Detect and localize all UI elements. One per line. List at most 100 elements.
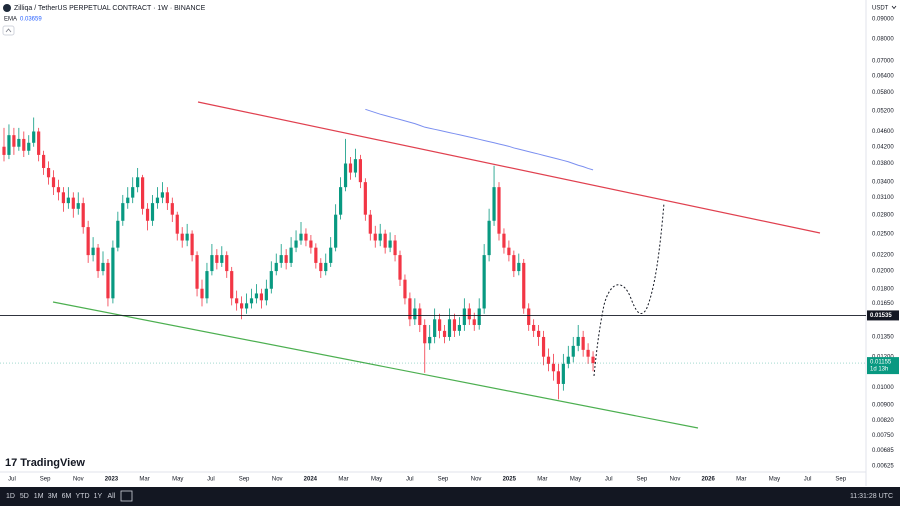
candle-body bbox=[408, 298, 412, 320]
indicator-value[interactable]: 0.03659 bbox=[20, 17, 42, 23]
x-tick-label: Jul bbox=[8, 477, 16, 483]
level-badge bbox=[867, 310, 899, 321]
candle-body bbox=[497, 187, 501, 234]
candle-body bbox=[96, 247, 100, 272]
brand-logo: 17 TradingView bbox=[5, 457, 85, 469]
candle-body bbox=[348, 163, 353, 173]
x-tick-label: Nov bbox=[272, 477, 283, 483]
candle-body bbox=[56, 187, 61, 193]
x-tick-label: 2026 bbox=[701, 477, 715, 483]
candle-body bbox=[71, 197, 75, 209]
candle-body bbox=[279, 255, 283, 263]
y-tick-label: 0.01350 bbox=[872, 335, 894, 341]
candle-body bbox=[358, 159, 362, 183]
candle-body bbox=[571, 345, 575, 357]
currency-dropdown bbox=[891, 5, 897, 10]
candle-body bbox=[230, 271, 234, 299]
x-tick-label: Sep bbox=[637, 477, 648, 483]
y-tick-label: 0.03400 bbox=[872, 180, 894, 186]
ema-line bbox=[365, 108, 594, 171]
candle-body bbox=[22, 138, 26, 151]
y-tick-label: 0.09000 bbox=[872, 17, 894, 23]
x-tick-label: 2024 bbox=[304, 477, 318, 483]
candle-body bbox=[472, 319, 476, 325]
candle-body bbox=[190, 233, 194, 256]
candle-body bbox=[244, 303, 249, 309]
timeframe-group: 1D 5D 1M 3M 6M YTD 1Y All bbox=[6, 493, 116, 500]
date-range-button[interactable] bbox=[120, 490, 133, 502]
candle-body bbox=[76, 203, 80, 209]
collapse-icon bbox=[5, 28, 12, 33]
candle-body bbox=[264, 288, 268, 301]
x-tick-label: Mar bbox=[537, 477, 547, 483]
timeframe-button[interactable]: YTD bbox=[76, 493, 90, 500]
x-tick-label: Jul bbox=[406, 477, 414, 483]
candle-body bbox=[299, 233, 303, 241]
candle-body bbox=[7, 135, 11, 155]
candle-body bbox=[556, 371, 560, 384]
candle-body bbox=[91, 247, 95, 256]
timeframe-button[interactable]: 5D bbox=[20, 493, 29, 500]
collapse-button[interactable] bbox=[2, 25, 15, 36]
x-tick-label: Sep bbox=[40, 477, 51, 483]
candle-body bbox=[37, 131, 41, 155]
candle-body bbox=[185, 233, 189, 241]
candle-body bbox=[566, 356, 570, 364]
candle-body bbox=[205, 271, 209, 299]
candle-body bbox=[393, 240, 397, 256]
candle-body bbox=[136, 177, 140, 188]
timeframe-button[interactable]: 3M bbox=[48, 493, 58, 500]
y-tick-label: 0.08000 bbox=[872, 36, 894, 42]
candle-body bbox=[403, 279, 407, 299]
candle-body bbox=[81, 203, 85, 228]
y-tick-label: 0.00625 bbox=[872, 464, 894, 470]
candle-body bbox=[175, 214, 179, 234]
timeframe-button[interactable]: 1M bbox=[34, 493, 44, 500]
candle-body bbox=[210, 255, 214, 272]
candle-body bbox=[195, 255, 199, 289]
projection-path bbox=[593, 202, 665, 377]
bottom-toolbar bbox=[0, 487, 900, 506]
candle-body bbox=[457, 324, 461, 331]
candle-body bbox=[111, 247, 115, 299]
x-tick-label: Sep bbox=[239, 477, 250, 483]
timeframe-button[interactable]: 1Y bbox=[94, 493, 103, 500]
y-tick-label: 0.05200 bbox=[872, 109, 894, 115]
currency-label[interactable]: USDT bbox=[872, 6, 889, 12]
y-tick-label: 0.01650 bbox=[872, 301, 894, 307]
x-tick-label: Mar bbox=[139, 477, 149, 483]
candle-body bbox=[240, 303, 244, 309]
candle-body bbox=[452, 319, 457, 331]
candle-body bbox=[116, 220, 120, 248]
candle-body bbox=[378, 233, 382, 241]
candle-body bbox=[586, 349, 590, 357]
candle-body bbox=[334, 214, 338, 248]
candle-body bbox=[561, 363, 565, 384]
candle-body bbox=[249, 298, 254, 304]
candle-body bbox=[413, 308, 417, 320]
x-tick-label: Nov bbox=[471, 477, 482, 483]
brand-name: TradingView bbox=[20, 457, 85, 469]
candle-body bbox=[304, 233, 308, 241]
candle-body bbox=[170, 203, 174, 215]
y-tick-label: 0.01000 bbox=[872, 385, 894, 391]
candle-body bbox=[576, 336, 580, 346]
candle-body bbox=[42, 154, 46, 168]
candle-body bbox=[324, 262, 328, 272]
y-tick-label: 0.06400 bbox=[872, 74, 894, 80]
candle-body bbox=[61, 192, 65, 204]
candle-body bbox=[363, 182, 367, 215]
candle-body bbox=[398, 255, 402, 280]
y-tick-label: 0.03100 bbox=[872, 195, 894, 201]
candle-body bbox=[418, 308, 422, 325]
timeframe-button[interactable]: All bbox=[108, 493, 116, 500]
candle-body bbox=[225, 255, 229, 272]
timeframe-button[interactable]: 6M bbox=[62, 493, 72, 500]
y-tick-label: 0.00685 bbox=[872, 448, 894, 454]
x-tick-label: May bbox=[371, 477, 382, 483]
candle-body bbox=[492, 187, 496, 221]
candle-body bbox=[527, 308, 531, 325]
timeframe-button[interactable]: 1D bbox=[6, 493, 15, 500]
candle-body bbox=[319, 262, 323, 272]
